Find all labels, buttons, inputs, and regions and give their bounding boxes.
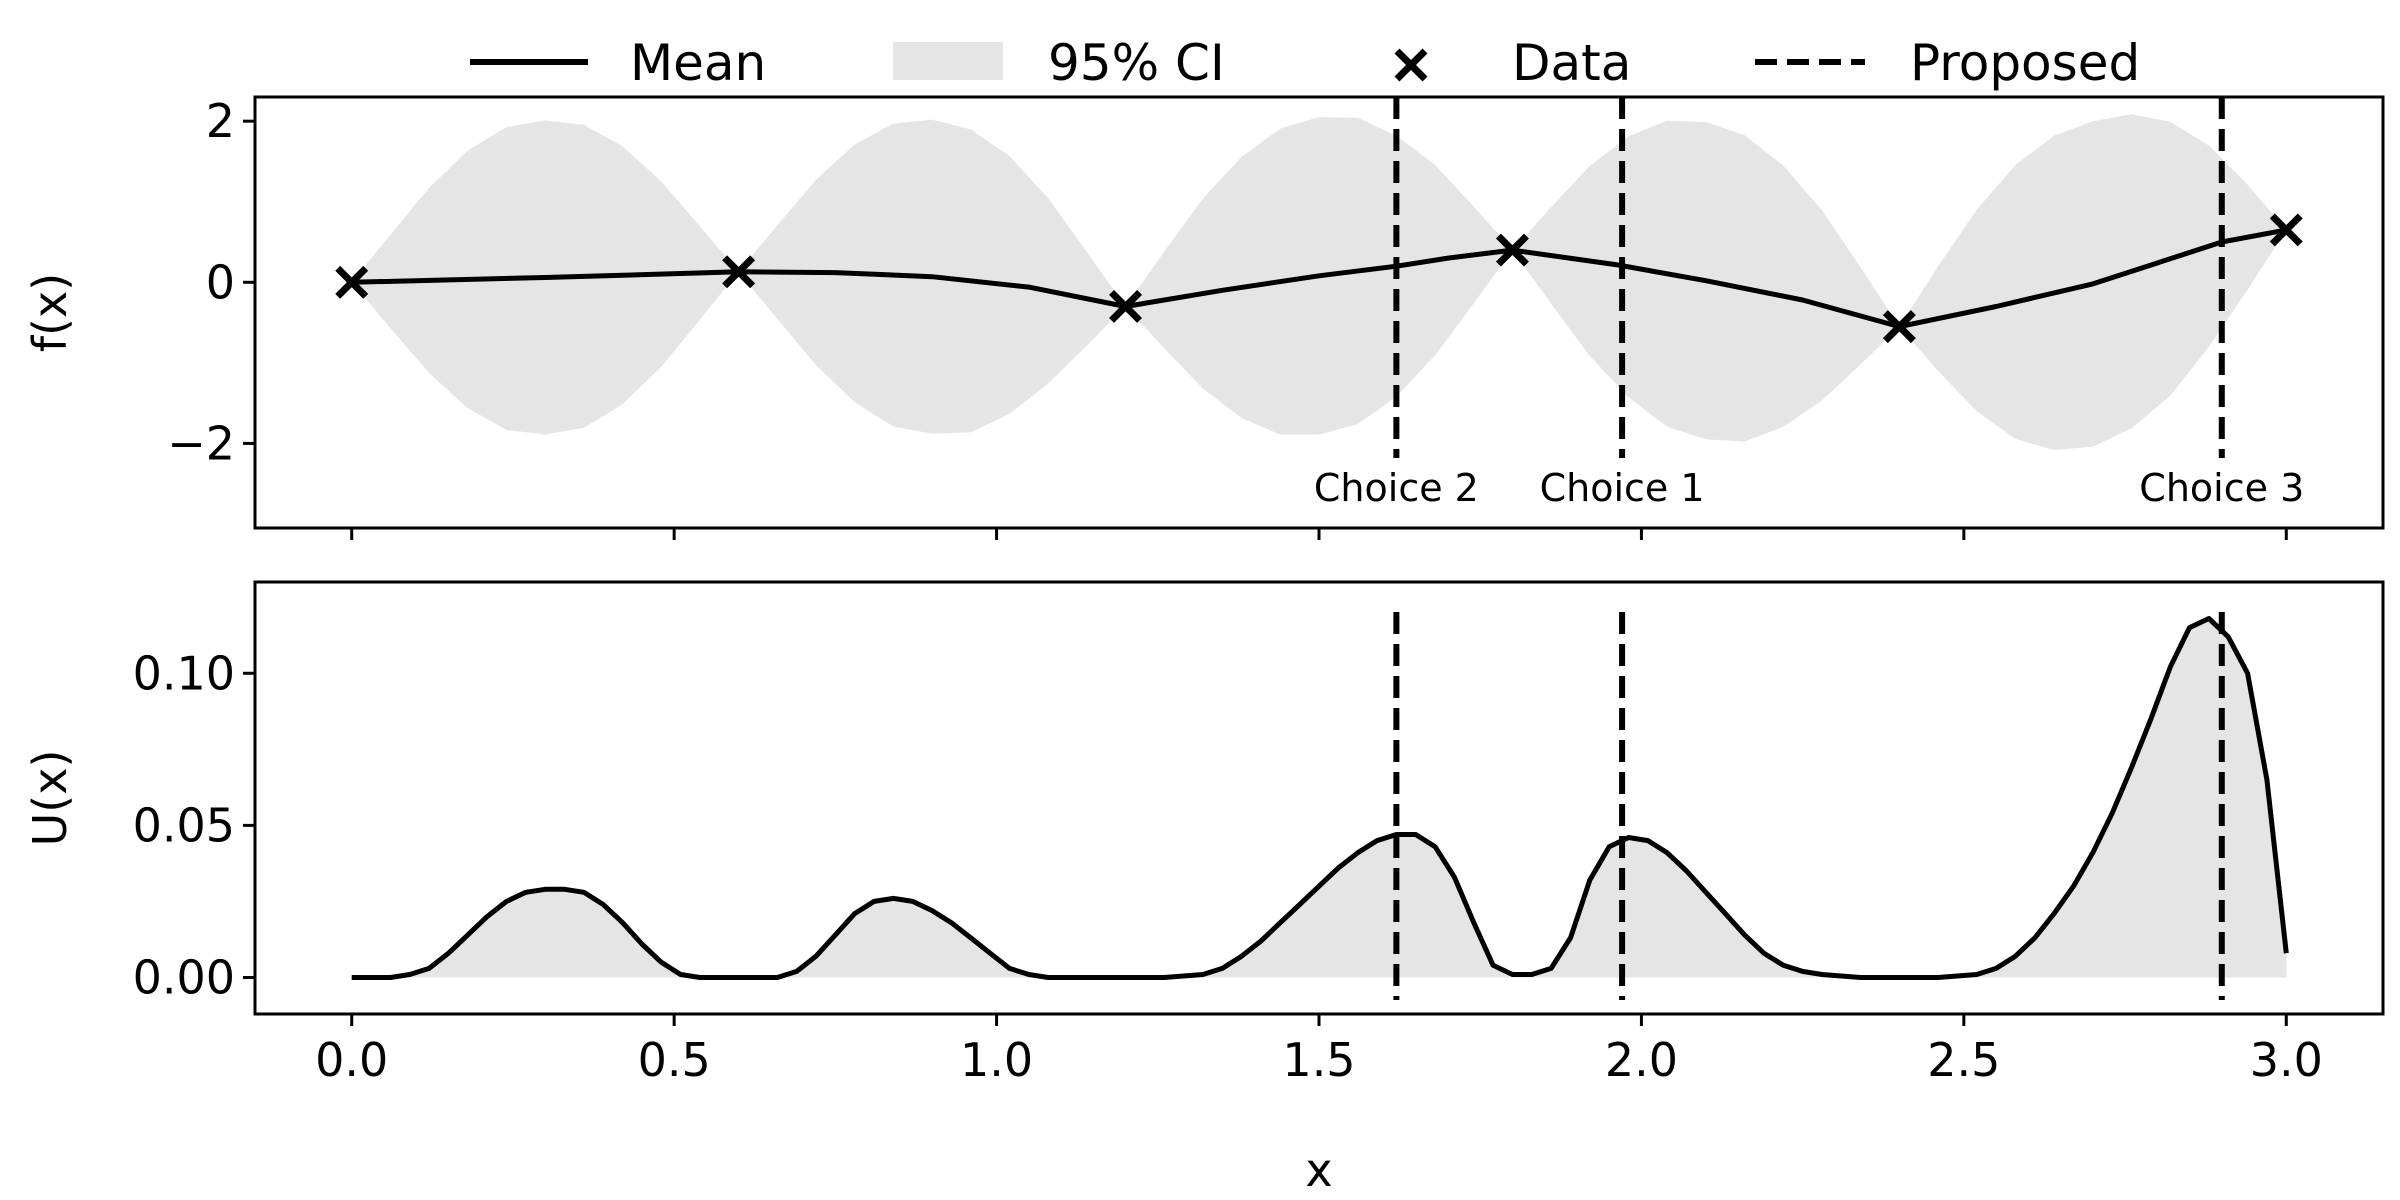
legend-ci-swatch xyxy=(893,42,1003,80)
x-tick-label: 0.5 xyxy=(638,1033,711,1087)
y-axis-label: U(x) xyxy=(23,750,77,847)
data-point-marker xyxy=(1495,233,1529,267)
data-point-marker xyxy=(1882,310,1916,344)
y-axis-label: f(x) xyxy=(23,273,77,352)
data-point-stroke xyxy=(1882,310,1916,344)
data-point-stroke xyxy=(335,265,369,299)
x-axis-label: x xyxy=(1305,1143,1332,1197)
choice-label: Choice 3 xyxy=(2139,466,2304,510)
legend-data-swatch xyxy=(1394,48,1428,82)
data-point-marker xyxy=(722,255,756,289)
mean-line xyxy=(351,227,2287,330)
y-tick-label: 0 xyxy=(206,255,235,309)
ci-band xyxy=(351,114,2287,450)
x-tick-label: 3.0 xyxy=(2250,1033,2323,1087)
legend-proposed-label: Proposed xyxy=(1910,34,2140,92)
top-panel: Choice 2 Choice 1 Choice 3 2 0 −2 f(x) xyxy=(23,94,2385,540)
y-tick-label: −2 xyxy=(167,416,235,470)
data-point-marker xyxy=(335,265,369,299)
legend-ci-label: 95% CI xyxy=(1048,34,1225,92)
y-tick-label: 0.00 xyxy=(133,950,235,1004)
x-tick-label: 1.0 xyxy=(960,1033,1033,1087)
y-tick-label: 0.05 xyxy=(133,798,235,852)
legend-data-label: Data xyxy=(1512,34,1631,92)
x-tick-label: 2.0 xyxy=(1605,1033,1678,1087)
data-point-stroke xyxy=(2269,213,2303,247)
utility-line xyxy=(351,616,2289,980)
x-tick-label: 0.0 xyxy=(315,1033,388,1087)
data-point-stroke xyxy=(1109,289,1143,323)
x-tick-label: 2.5 xyxy=(1927,1033,2000,1087)
legend-mean-label: Mean xyxy=(630,34,766,92)
data-point-marker xyxy=(2269,213,2303,247)
y-tick-label: 0.10 xyxy=(133,646,235,700)
bottom-panel: 0.00 0.05 0.10 0.0 0.5 1.0 1.5 2.0 2.5 3.0 U(x) x xyxy=(23,580,2385,1197)
x-tick-label: 1.5 xyxy=(1282,1033,1355,1087)
data-point-stroke xyxy=(722,255,756,289)
legend: Mean 95% CI Data Proposed xyxy=(470,34,2140,92)
choice-label: Choice 1 xyxy=(1540,466,1705,510)
utility-fill xyxy=(351,618,2287,978)
data-point-marker xyxy=(1109,289,1143,323)
choice-label: Choice 2 xyxy=(1314,466,1479,510)
data-point-stroke xyxy=(1495,233,1529,267)
y-tick-label: 2 xyxy=(206,94,235,148)
